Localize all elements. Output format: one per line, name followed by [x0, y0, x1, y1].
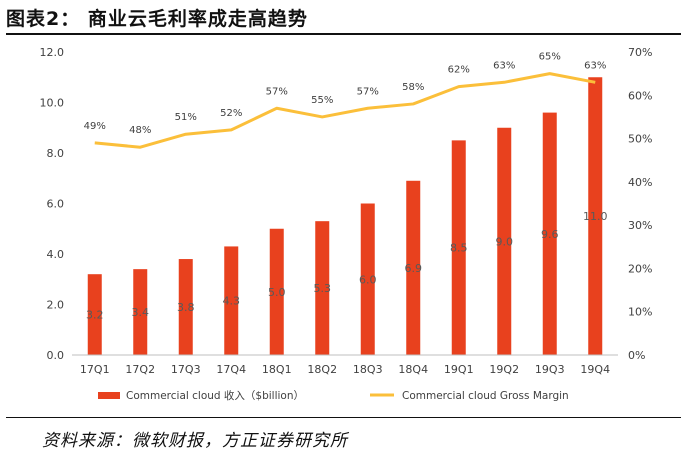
right-axis-tick-label: 20% [628, 262, 652, 275]
revenue-bar-label: 6.0 [359, 273, 377, 286]
margin-line [94, 72, 596, 149]
margin-label: 49% [84, 121, 106, 132]
left-axis-tick-label: 0.0 [47, 349, 65, 362]
revenue-bar-label: 5.3 [314, 282, 332, 295]
right-axis-tick-label: 70% [628, 46, 652, 59]
margin-label: 62% [448, 65, 470, 76]
revenue-bar [542, 112, 557, 355]
bottom-rule [6, 417, 681, 418]
margin-label: 48% [129, 125, 151, 136]
revenue-bar [360, 203, 375, 355]
right-axis-tick-label: 30% [628, 219, 652, 232]
margin-line-layer [94, 72, 596, 149]
revenue-bar [451, 140, 466, 355]
x-axis-tick-label: 17Q3 [171, 363, 201, 376]
margin-label: 65% [539, 52, 561, 63]
right-axis-tick-label: 0% [628, 349, 645, 362]
legend-line-label: Commercial cloud Gross Margin [402, 390, 569, 402]
right-axis: 0% 10% 20% 30% 40% 50% 60% 70% [628, 46, 652, 362]
x-axis-tick-label: 18Q4 [398, 363, 428, 376]
x-axis-tick-label: 19Q2 [489, 363, 519, 376]
revenue-bar [87, 274, 102, 355]
right-axis-tick-label: 60% [628, 89, 652, 102]
revenue-bar-label: 8.5 [450, 242, 468, 255]
left-axis-tick-label: 8.0 [47, 147, 65, 160]
revenue-bar-label: 3.4 [132, 306, 150, 319]
x-axis-tick-label: 18Q3 [353, 363, 383, 376]
margin-labels: 49% 48% 51% 52% 57% 55% 57% 58% 62% 63% 65% 63% [84, 52, 607, 137]
left-axis-tick-label: 4.0 [47, 248, 65, 261]
margin-label: 55% [311, 95, 333, 106]
left-axis-tick-label: 10.0 [40, 97, 65, 110]
margin-label: 52% [220, 108, 242, 119]
revenue-bar [224, 246, 239, 355]
revenue-bar-labels: 3.2 3.4 3.8 4.3 5.0 5.3 6.0 6.9 8.5 9.0 9.6 11.0 [86, 210, 608, 321]
revenue-bar-label: 5.0 [268, 286, 286, 299]
margin-label: 63% [584, 60, 606, 71]
title-underline [6, 33, 681, 35]
right-axis-tick-label: 10% [628, 306, 652, 319]
left-axis-tick-label: 2.0 [47, 299, 65, 312]
margin-label: 51% [175, 112, 197, 123]
right-axis-tick-label: 50% [628, 133, 652, 146]
left-axis: 0.0 2.0 4.0 6.0 8.0 10.0 12.0 [40, 46, 65, 362]
left-axis-tick-label: 6.0 [47, 198, 65, 211]
margin-label: 57% [266, 86, 288, 97]
revenue-bar-label: 4.3 [223, 295, 241, 308]
revenue-bar [315, 221, 330, 355]
x-axis-tick-label: 19Q3 [535, 363, 565, 376]
revenue-bar [588, 77, 603, 355]
x-axis-tick-label: 17Q1 [80, 363, 110, 376]
revenue-bar [133, 269, 148, 355]
revenue-bar-label: 9.6 [541, 228, 559, 241]
revenue-bar-label: 6.9 [405, 262, 423, 275]
legend-bar-swatch [98, 392, 120, 399]
x-axis-tick-label: 19Q4 [580, 363, 610, 376]
revenue-bar-label: 3.8 [177, 301, 195, 314]
figure-title: 图表2： 商业云毛利率成走高趋势 [6, 8, 308, 30]
revenue-bar-label: 9.0 [496, 235, 514, 248]
left-axis-tick-label: 12.0 [40, 46, 65, 59]
revenue-bar-label: 11.0 [583, 210, 608, 223]
margin-label: 57% [357, 86, 379, 97]
x-axis-tick-label: 19Q1 [444, 363, 474, 376]
combo-chart: 0.0 2.0 4.0 6.0 8.0 10.0 12.0 0% 10% 20% 30% 40% 50… [40, 46, 653, 402]
revenue-bars [87, 77, 603, 355]
right-axis-tick-label: 40% [628, 176, 652, 189]
revenue-bar [406, 180, 421, 355]
margin-label: 58% [402, 82, 424, 93]
x-axis-tick-label: 17Q4 [216, 363, 246, 376]
x-axis-tick-label: 18Q1 [262, 363, 292, 376]
margin-label: 63% [493, 60, 515, 71]
source-note: 资料来源：微软财报，方正证券研究所 [42, 431, 348, 451]
x-axis-tick-label: 18Q2 [307, 363, 337, 376]
revenue-bar [178, 259, 193, 355]
x-axis: 17Q1 17Q2 17Q3 17Q4 18Q1 18Q2 18Q3 18Q4 19Q1 19Q2… [72, 354, 618, 376]
revenue-bar [269, 228, 284, 355]
legend-bar-label: Commercial cloud 收入（$billion） [126, 389, 304, 402]
legend: Commercial cloud 收入（$billion） Commercial … [98, 389, 569, 402]
x-axis-tick-label: 17Q2 [125, 363, 155, 376]
revenue-bar [497, 127, 512, 355]
revenue-bar-label: 3.2 [86, 309, 104, 322]
